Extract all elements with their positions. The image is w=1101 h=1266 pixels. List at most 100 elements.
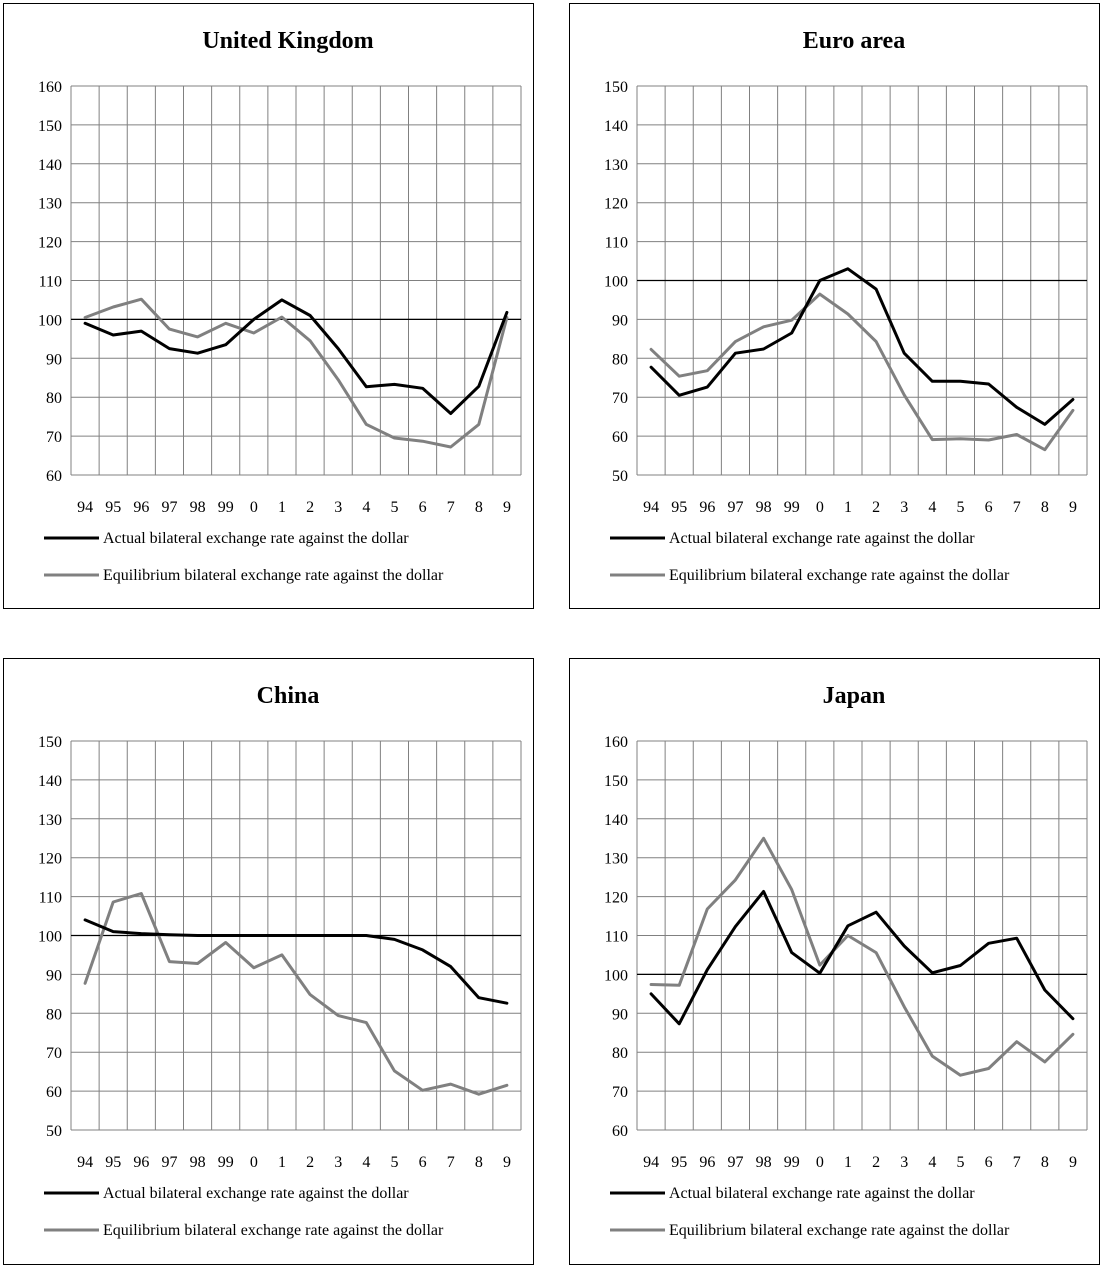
x-tick-label: 9 (1069, 1154, 1077, 1171)
x-tick-label: 95 (105, 1154, 121, 1171)
y-tick-label: 140 (38, 157, 62, 174)
legend-label-equilibrium: Equilibrium bilateral exchange rate agai… (103, 567, 444, 584)
y-tick-label: 150 (604, 79, 628, 96)
chart-panel-japan: Japan 60 70 80 90 100 110 120 130 140 150 160 94 95 96… (569, 658, 1100, 1265)
y-tick-label: 150 (604, 773, 628, 790)
x-tick-label: 8 (475, 499, 483, 516)
y-tick-label: 150 (38, 734, 62, 751)
x-tick-label: 9 (1069, 499, 1077, 516)
y-tick-label: 60 (46, 1084, 62, 1101)
legend-label-equilibrium: Equilibrium bilateral exchange rate agai… (103, 1222, 444, 1239)
y-tick-label: 60 (612, 1123, 628, 1140)
x-tick-label: 0 (816, 1154, 824, 1171)
y-tick-label: 130 (604, 157, 628, 174)
x-tick-label: 1 (278, 1154, 286, 1171)
x-tick-label: 99 (218, 1154, 234, 1171)
x-tick-label: 3 (900, 499, 908, 516)
x-tick-label: 5 (956, 499, 964, 516)
x-tick-label: 96 (699, 499, 715, 516)
x-tick-label: 96 (133, 499, 149, 516)
chart-title: Japan (823, 683, 886, 709)
y-tick-label: 140 (604, 118, 628, 135)
y-tick-label: 80 (612, 1045, 628, 1062)
x-tick-label: 7 (1013, 499, 1021, 516)
y-tick-label: 100 (38, 929, 62, 946)
x-tick-label: 4 (362, 499, 370, 516)
y-tick-label: 110 (605, 235, 628, 252)
series-line-actual (83, 918, 509, 1005)
y-tick-label: 90 (612, 312, 628, 329)
legend-label-actual: Actual bilateral exchange rate against t… (669, 1185, 975, 1202)
x-tick-label: 2 (872, 1154, 880, 1171)
x-tick-label: 6 (985, 1154, 993, 1171)
x-tick-label: 3 (334, 1154, 342, 1171)
y-tick-label: 60 (46, 468, 62, 485)
y-tick-label: 60 (612, 429, 628, 446)
y-tick-label: 130 (38, 196, 62, 213)
legend-label-actual: Actual bilateral exchange rate against t… (669, 530, 975, 547)
y-tick-label: 80 (46, 1006, 62, 1023)
chart-svg: United Kingdom60708090100110120130140150… (38, 28, 522, 584)
series-line-actual (649, 890, 1075, 1026)
x-tick-label: 5 (956, 1154, 964, 1171)
y-tick-label: 90 (46, 351, 62, 368)
y-tick-label: 140 (604, 812, 628, 829)
x-tick-label: 9 (503, 499, 511, 516)
x-tick-label: 8 (1041, 1154, 1049, 1171)
y-tick-label: 110 (39, 274, 62, 291)
legend-label-equilibrium: Equilibrium bilateral exchange rate agai… (669, 1222, 1010, 1239)
y-tick-label: 50 (46, 1123, 62, 1140)
x-tick-label: 6 (419, 1154, 427, 1171)
y-tick-label: 70 (46, 429, 62, 446)
x-tick-label: 4 (928, 499, 936, 516)
x-tick-label: 96 (699, 1154, 715, 1171)
x-tick-label: 7 (1013, 1154, 1021, 1171)
y-tick-label: 140 (38, 773, 62, 790)
x-tick-label: 2 (872, 499, 880, 516)
chart-panel-united-kingdom: United Kingdom 60 70 80 90 100 110 120 130 140 150… (3, 3, 534, 609)
x-tick-label: 98 (190, 1154, 206, 1171)
x-tick-label: 7 (447, 499, 455, 516)
y-tick-label: 90 (46, 967, 62, 984)
x-tick-label: 98 (756, 1154, 772, 1171)
y-tick-label: 130 (604, 851, 628, 868)
x-tick-label: 94 (643, 499, 659, 516)
x-tick-label: 95 (671, 1154, 687, 1171)
series-line-equilibrium (83, 297, 509, 449)
x-tick-label: 1 (844, 1154, 852, 1171)
y-tick-label: 90 (612, 1006, 628, 1023)
series-line-actual (649, 267, 1075, 426)
x-tick-label: 98 (190, 499, 206, 516)
chart-panel-china: China 50 60 70 80 90 100 110 120 130 140 150 94 95 96 9… (3, 658, 534, 1265)
x-tick-label: 1 (278, 499, 286, 516)
x-tick-label: 94 (77, 499, 93, 516)
legend-label-actual: Actual bilateral exchange rate against t… (103, 530, 409, 547)
x-tick-label: 8 (1041, 499, 1049, 516)
x-tick-label: 94 (643, 1154, 659, 1171)
x-tick-label: 98 (756, 499, 772, 516)
y-tick-label: 80 (46, 390, 62, 407)
y-tick-label: 80 (612, 351, 628, 368)
series-line-equilibrium (649, 292, 1075, 452)
y-tick-label: 70 (612, 1084, 628, 1101)
x-tick-label: 97 (161, 499, 177, 516)
y-tick-label: 110 (39, 890, 62, 907)
x-tick-label: 7 (447, 1154, 455, 1171)
x-tick-label: 5 (390, 499, 398, 516)
y-tick-label: 70 (46, 1045, 62, 1062)
x-tick-label: 99 (218, 499, 234, 516)
x-tick-label: 6 (419, 499, 427, 516)
x-tick-label: 95 (105, 499, 121, 516)
y-tick-label: 160 (604, 734, 628, 751)
x-tick-label: 9 (503, 1154, 511, 1171)
y-tick-label: 100 (604, 274, 628, 291)
x-tick-label: 4 (362, 1154, 370, 1171)
y-tick-label: 110 (605, 929, 628, 946)
x-tick-label: 99 (784, 1154, 800, 1171)
x-tick-label: 2 (306, 1154, 314, 1171)
chart-panel-euro-area: Euro area 50 60 70 80 90 100 110 120 130 140 150 94 9… (569, 3, 1100, 609)
chart-title: Euro area (803, 28, 905, 54)
